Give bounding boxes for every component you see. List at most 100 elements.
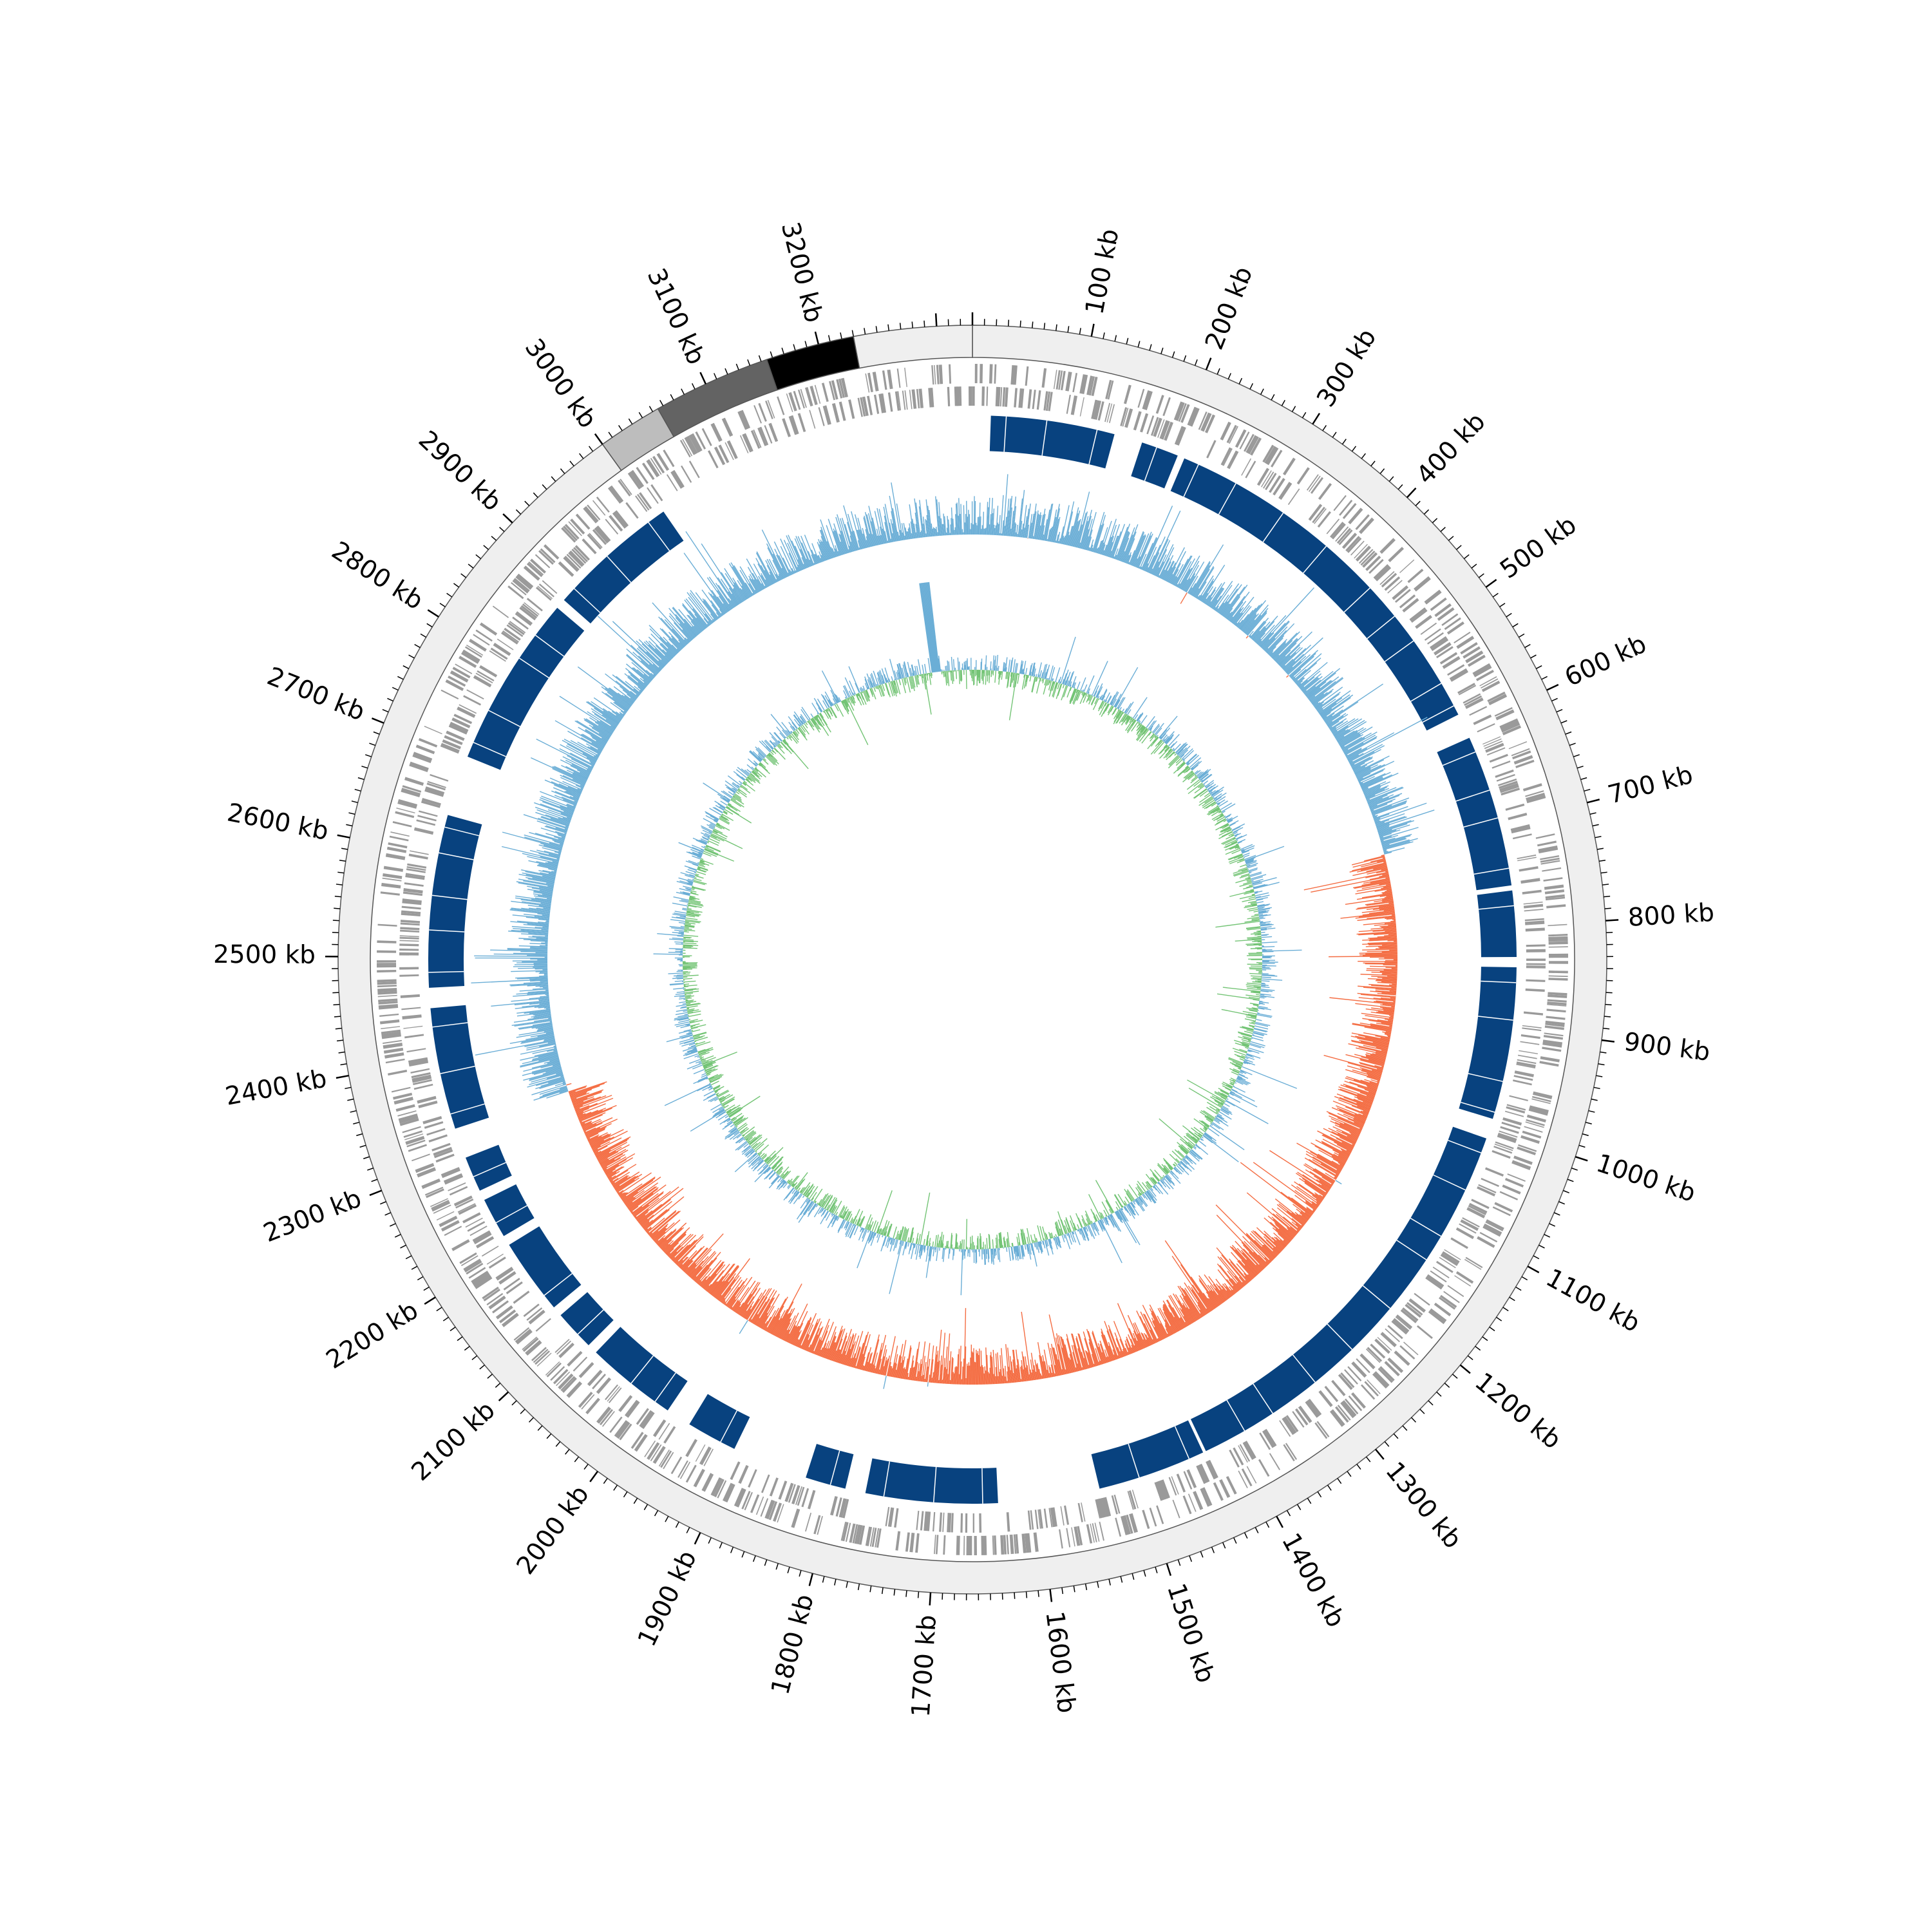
gc-skew-bar: [1237, 1282, 1243, 1289]
gc-skew-bar: [1020, 1367, 1023, 1382]
cds-feature: [536, 587, 552, 601]
gc-skew-bar: [612, 621, 663, 669]
gc-skew-bar: [656, 1235, 666, 1244]
gc-skew-bar: [719, 1279, 736, 1302]
gc-skew-bar: [659, 1222, 687, 1248]
cds-feature: [942, 1512, 945, 1532]
gc-skew-bar: [1328, 1112, 1363, 1129]
minor-tick: [1506, 612, 1512, 618]
cds-feature: [507, 585, 524, 600]
gc-skew-bar: [1275, 1229, 1291, 1243]
gc-skew-bar: [929, 1345, 934, 1383]
minor-tick: [758, 355, 762, 362]
gc-skew-bar: [791, 1311, 808, 1345]
gc-skew-bar: [757, 1297, 775, 1327]
gc-skew-bar: [1180, 592, 1188, 604]
gc-skew-bar: [836, 1332, 848, 1363]
cds-feature: [1515, 759, 1535, 768]
hit-block: [1459, 967, 1517, 1119]
gc-skew-bar: [1217, 602, 1225, 613]
gc-skew-bar: [717, 1294, 722, 1300]
gc-skew-bar: [647, 1209, 677, 1235]
gc-skew-bar: [1133, 1331, 1142, 1350]
gc-skew-bar: [687, 1249, 712, 1276]
gc-skew-bar: [541, 929, 549, 931]
gc-skew-bar: [1291, 1221, 1302, 1230]
gc-skew-bar: [1370, 1025, 1392, 1030]
cds-feature: [641, 1411, 655, 1429]
gc-content-bar: [1034, 674, 1036, 677]
cds-feature: [895, 391, 900, 411]
cds-feature: [1226, 1475, 1237, 1495]
gc-content-bar: [1023, 672, 1025, 675]
gc-skew-bar: [1115, 527, 1128, 560]
gc-skew-bar: [1182, 578, 1191, 591]
cds-feature: [624, 1399, 638, 1417]
gc-skew-bar: [908, 1368, 911, 1380]
cds-feature: [630, 1432, 644, 1449]
minor-tick: [1397, 484, 1403, 490]
gc-skew-bar: [1168, 574, 1173, 583]
cds-feature: [383, 1042, 402, 1046]
gc-skew-bar: [566, 1083, 572, 1086]
cds-feature: [947, 386, 951, 406]
gc-skew-bar: [1006, 510, 1010, 536]
gc-skew-bar: [1334, 1121, 1361, 1134]
block-gap: [1396, 1240, 1427, 1260]
gc-skew-bar: [682, 1260, 693, 1271]
minor-tick: [1255, 1527, 1259, 1533]
cds-feature: [1430, 597, 1447, 611]
gc-skew-bar: [1028, 1374, 1031, 1381]
cds-feature: [1374, 1371, 1390, 1387]
gc-skew-bar: [1375, 989, 1397, 991]
gc-skew-bar: [1343, 1113, 1365, 1124]
cds-feature: [444, 1226, 462, 1236]
cds-feature: [1463, 646, 1481, 659]
block-gap: [1144, 447, 1157, 481]
minor-tick: [345, 1086, 352, 1090]
gc-skew-bar: [756, 1298, 774, 1327]
minor-tick: [1296, 1504, 1302, 1510]
gc-skew-bar: [703, 1264, 724, 1289]
cds-feature: [852, 1524, 858, 1544]
gc-skew-bar: [1144, 563, 1149, 571]
gc-skew-bar: [669, 1251, 677, 1259]
gc-skew-bar: [1055, 1337, 1065, 1375]
cds-feature: [994, 364, 997, 384]
cds-feature: [759, 426, 769, 446]
cds-feature: [1414, 576, 1431, 591]
gc-skew-bar: [1038, 1368, 1041, 1379]
gc-skew-bar: [1345, 896, 1393, 905]
gc-skew-bar: [1046, 538, 1048, 542]
cds-feature: [463, 1258, 481, 1271]
cds-feature: [501, 631, 518, 645]
cds-feature: [1492, 1150, 1511, 1159]
gc-skew-bar: [1361, 879, 1390, 886]
major-tick: [427, 609, 439, 618]
gc-skew-bar: [1354, 755, 1390, 774]
gc-skew-bar: [1191, 565, 1211, 596]
minor-tick: [1244, 1532, 1248, 1539]
cds-feature: [695, 431, 706, 450]
gc-skew-bar: [1053, 1347, 1061, 1376]
minor-tick: [555, 1441, 561, 1447]
cds-feature: [1144, 391, 1153, 410]
cds-feature: [1050, 1508, 1056, 1528]
cds-feature: [563, 556, 579, 573]
gc-skew-bar: [918, 1359, 922, 1381]
gc-skew-bar: [1208, 601, 1211, 607]
cds-feature: [1450, 1237, 1468, 1249]
cds-feature: [386, 846, 407, 853]
gc-content-track: [653, 582, 1302, 1296]
gc-skew-bar: [880, 1356, 885, 1375]
cds-feature: [1497, 1135, 1517, 1143]
gc-skew-bar: [1142, 538, 1158, 571]
cds-feature: [524, 602, 540, 615]
cds-feature: [401, 788, 421, 795]
minor-tick: [475, 554, 482, 560]
gc-skew-bar: [779, 1318, 791, 1339]
cds-feature: [810, 385, 818, 406]
gc-skew-bar: [1283, 1239, 1289, 1245]
minor-tick: [339, 859, 346, 862]
gc-skew-bar: [828, 1342, 835, 1360]
